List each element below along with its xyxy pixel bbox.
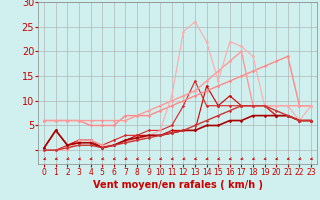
X-axis label: Vent moyen/en rafales ( km/h ): Vent moyen/en rafales ( km/h ) (92, 180, 263, 190)
